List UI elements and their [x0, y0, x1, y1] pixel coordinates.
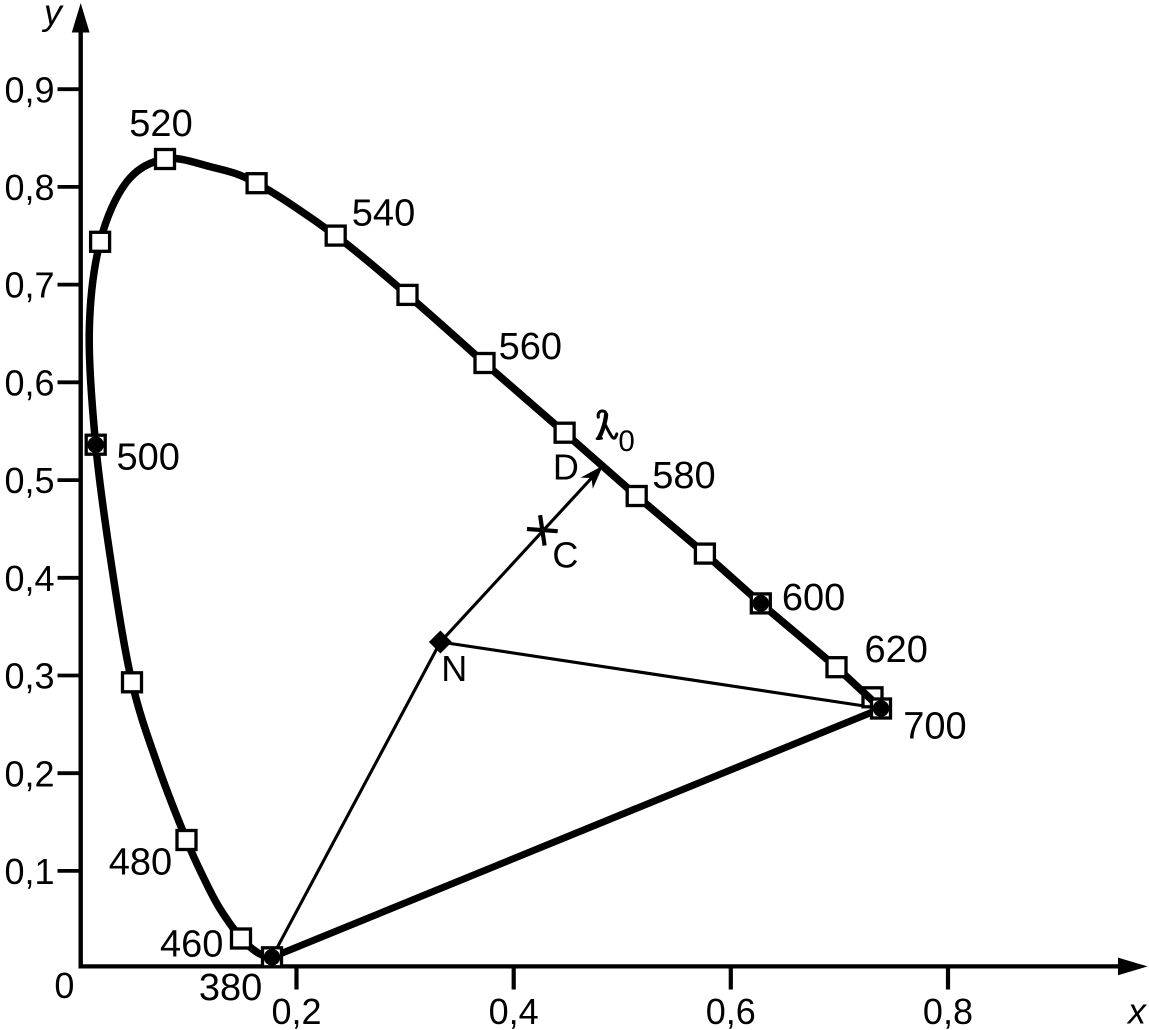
svg-text:700: 700: [903, 705, 966, 747]
svg-text:580: 580: [652, 455, 715, 497]
svg-text:500: 500: [117, 436, 180, 478]
svg-text:0: 0: [54, 965, 74, 1006]
svg-text:0,8: 0,8: [4, 167, 54, 208]
svg-text:0,2: 0,2: [272, 991, 322, 1030]
svg-text:y: y: [41, 0, 64, 33]
svg-text:0: 0: [618, 425, 634, 458]
svg-text:C: C: [552, 535, 578, 576]
svg-text:540: 540: [352, 192, 415, 234]
svg-text:N: N: [441, 648, 467, 689]
svg-text:0,5: 0,5: [4, 460, 54, 501]
svg-text:0,6: 0,6: [4, 362, 54, 403]
svg-text:460: 460: [160, 924, 223, 966]
svg-text:0,1: 0,1: [4, 851, 54, 892]
svg-text:0,6: 0,6: [706, 991, 756, 1030]
svg-text:D: D: [553, 447, 579, 488]
svg-text:480: 480: [109, 842, 172, 884]
svg-text:x: x: [1126, 991, 1148, 1030]
svg-text:0,9: 0,9: [4, 69, 54, 110]
svg-text:560: 560: [499, 326, 562, 368]
svg-text:0,7: 0,7: [4, 265, 54, 306]
svg-text:380: 380: [199, 967, 262, 1009]
svg-text:600: 600: [782, 577, 845, 619]
svg-text:0,8: 0,8: [923, 991, 973, 1030]
svg-text:0,4: 0,4: [4, 558, 54, 599]
svg-text:0,2: 0,2: [4, 753, 54, 794]
svg-text:520: 520: [129, 103, 192, 145]
svg-text:620: 620: [865, 629, 928, 671]
svg-text:0,3: 0,3: [4, 656, 54, 697]
svg-text:0,4: 0,4: [489, 991, 539, 1030]
